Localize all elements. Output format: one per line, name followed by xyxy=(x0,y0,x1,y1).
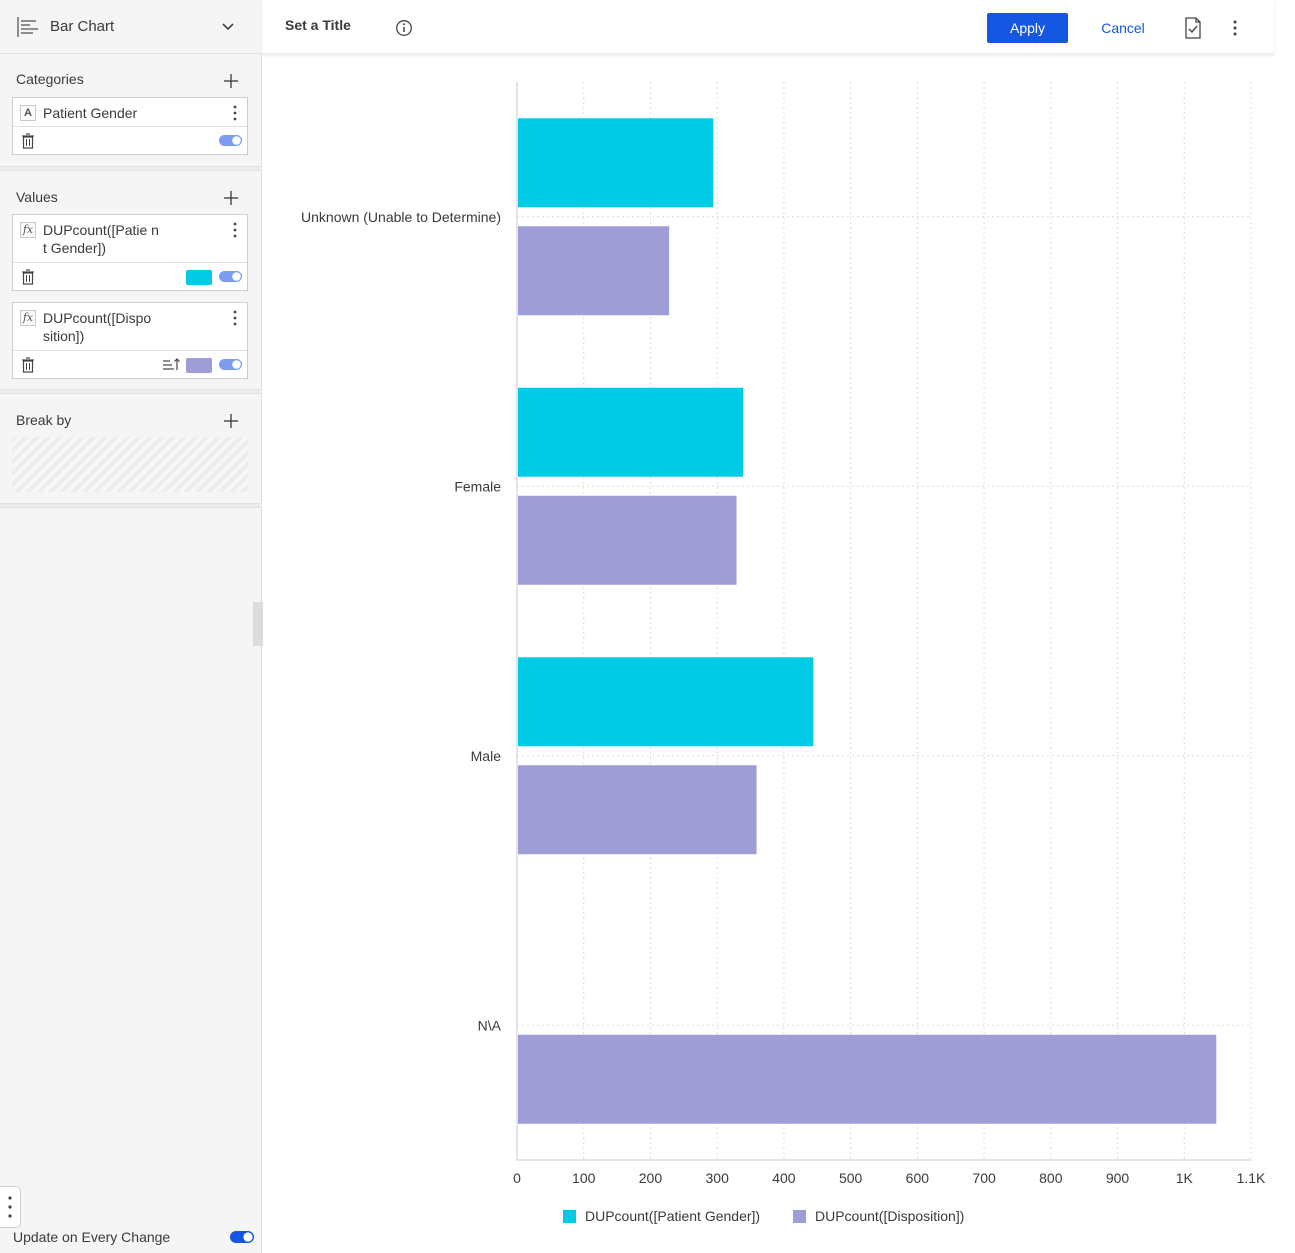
main-area: Set a Title Apply Cancel 0 100 200 300 400 50… xyxy=(263,0,1295,1253)
more-options-icon[interactable] xyxy=(232,222,238,238)
x-tick-label: 800 xyxy=(1039,1170,1063,1186)
delete-icon[interactable] xyxy=(21,269,35,285)
x-tick-label: 100 xyxy=(572,1170,596,1186)
widget-title[interactable]: Set a Title xyxy=(285,17,351,33)
document-check-icon[interactable] xyxy=(1183,17,1203,39)
toggle-switch[interactable] xyxy=(219,135,242,146)
series-color-swatch[interactable] xyxy=(186,358,212,373)
delete-icon[interactable] xyxy=(21,357,35,373)
break-by-drop-zone[interactable] xyxy=(12,437,248,492)
delete-icon[interactable] xyxy=(21,133,35,149)
break-by-section: Break by xyxy=(0,394,262,504)
x-tick-label: 500 xyxy=(839,1170,863,1186)
legend-label[interactable]: DUPcount([Patient Gender]) xyxy=(585,1208,761,1224)
more-options-icon[interactable] xyxy=(232,105,238,121)
category-label: Male xyxy=(471,748,502,764)
chevron-down-icon[interactable] xyxy=(220,20,236,34)
formula-icon: fx xyxy=(20,222,36,238)
x-tick-label: 900 xyxy=(1106,1170,1130,1186)
more-options-icon[interactable] xyxy=(232,310,238,326)
series-color-swatch[interactable] xyxy=(186,270,212,285)
bar xyxy=(518,765,757,855)
widget-toolbar: Set a Title Apply Cancel xyxy=(263,0,1274,54)
x-tick-label: 600 xyxy=(906,1170,930,1186)
category-card[interactable]: A Patient Gender xyxy=(12,97,248,155)
attribute-icon: A xyxy=(20,105,36,121)
add-break-by-icon[interactable] xyxy=(223,413,239,429)
x-tick-label: 0 xyxy=(513,1170,521,1186)
bar xyxy=(518,495,737,585)
collapse-panel-handle[interactable] xyxy=(253,602,263,646)
bar xyxy=(518,226,670,316)
value-card[interactable]: fx DUPcount([Patie nt Gender]) xyxy=(12,214,248,291)
bar xyxy=(518,387,744,477)
apply-button[interactable]: Apply xyxy=(987,13,1068,43)
values-title: Values xyxy=(16,189,58,205)
bar xyxy=(518,657,814,747)
section-divider xyxy=(0,166,262,171)
legend-label[interactable]: DUPcount([Disposition]) xyxy=(815,1208,965,1224)
bar-chart: 0 100 200 300 400 500 600 700 800 900 1K 1.1K Unknow… xyxy=(301,82,1266,1186)
bar-chart-icon xyxy=(17,17,38,37)
bar xyxy=(518,118,714,208)
categories-title: Categories xyxy=(16,71,84,87)
value-field-label: DUPcount([Dispo sition]) xyxy=(43,310,152,344)
categories-section: Categories A Patient Gender xyxy=(0,54,262,166)
section-divider xyxy=(0,389,262,394)
bar xyxy=(518,1034,1217,1124)
legend-swatch[interactable] xyxy=(563,1210,576,1223)
sidebar: Bar Chart Categories A Patient Gender xyxy=(0,0,263,1253)
info-icon[interactable] xyxy=(395,19,413,37)
more-options-icon[interactable] xyxy=(1231,19,1239,37)
panel-drag-handle[interactable] xyxy=(0,1186,21,1228)
legend-swatch[interactable] xyxy=(793,1210,806,1223)
value-field-label: DUPcount([Patie nt Gender]) xyxy=(43,222,159,256)
add-value-icon[interactable] xyxy=(223,190,239,206)
x-tick-label: 700 xyxy=(972,1170,996,1186)
formula-icon: fx xyxy=(20,310,36,326)
x-tick-label: 300 xyxy=(706,1170,730,1186)
sort-ascending-icon[interactable] xyxy=(162,357,180,372)
drag-handle-icon xyxy=(8,1196,12,1218)
section-divider xyxy=(0,503,262,508)
chart-type-label: Bar Chart xyxy=(50,18,115,35)
x-tick-label: 1K xyxy=(1176,1170,1194,1186)
category-label: Female xyxy=(454,478,501,494)
x-tick-label: 400 xyxy=(772,1170,796,1186)
category-label: Unknown (Unable to Determine) xyxy=(301,209,501,225)
value-card[interactable]: fx DUPcount([Dispo sition]) xyxy=(12,302,248,379)
update-on-change-label: Update on Every Change xyxy=(13,1229,171,1245)
x-tick-label: 200 xyxy=(639,1170,663,1186)
category-field-label: Patient Gender xyxy=(43,105,138,121)
update-on-change-toggle[interactable] xyxy=(230,1231,254,1243)
break-by-title: Break by xyxy=(16,412,72,428)
toggle-switch[interactable] xyxy=(219,359,242,370)
cancel-button[interactable]: Cancel xyxy=(1090,13,1156,43)
values-section: Values fx DUPcount([Patie nt Gender]) xyxy=(0,171,262,389)
chart-type-selector[interactable]: Bar Chart xyxy=(0,0,262,54)
x-tick-label: 1.1K xyxy=(1237,1170,1266,1186)
category-label: N\A xyxy=(478,1017,502,1033)
add-category-icon[interactable] xyxy=(223,73,239,89)
chart-legend: DUPcount([Patient Gender]) DUPcount([Disp… xyxy=(263,1207,1295,1227)
toggle-switch[interactable] xyxy=(219,271,242,282)
